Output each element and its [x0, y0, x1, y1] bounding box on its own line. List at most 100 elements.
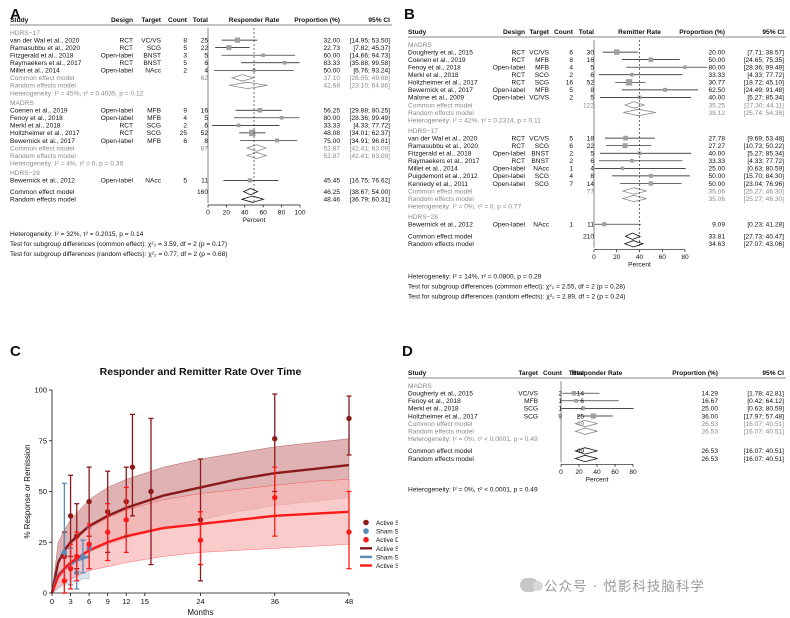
study-ci: [16.75; 76.62] [350, 178, 390, 185]
study-total: 6 [590, 72, 594, 79]
data-point [346, 529, 352, 535]
study-design: Open-label [493, 95, 526, 102]
study-total: 8 [590, 173, 594, 180]
x-tick-label: 6 [87, 597, 91, 606]
y-tick-label: 100 [34, 386, 47, 395]
data-point [123, 517, 129, 523]
study-proportion: 16.67 [701, 398, 718, 405]
header-ci: 95% CI [368, 17, 390, 24]
study-count: 2 [183, 68, 187, 75]
study-count: 5 [183, 45, 187, 52]
footer-note: Heterogeneity: I² = 32%, τ² = 0.2015, p … [10, 231, 144, 238]
study-ci: [15.70; 84.30] [744, 173, 784, 180]
overall-common-model-ci: [27.73; 40.47] [744, 234, 784, 241]
time-course-chart-svg: Responder and Remitter Rate Over Time % R… [23, 366, 398, 617]
subgroup-random-model-ci: [25.74; 54.36] [744, 110, 784, 117]
legend-marker [363, 519, 369, 526]
subgroup-random-model-ci: [25.27; 46.30] [744, 196, 784, 203]
study-proportion: 33.33 [323, 123, 340, 130]
study-count: 8 [569, 57, 573, 64]
study-total: 6 [590, 158, 594, 165]
study-total: 8 [590, 87, 594, 94]
study-target: SCG [524, 406, 538, 413]
overall-random-model-proportion: 48.46 [323, 197, 340, 204]
study-proportion: 40.00 [708, 95, 725, 102]
overall-common-model-ci: [16.07; 40.51] [744, 448, 784, 455]
study-effect-box [648, 173, 653, 178]
study-proportion: 32.00 [323, 37, 340, 44]
study-design: Open-label [493, 87, 526, 94]
subgroup-common-model-total: 62 [201, 75, 209, 82]
subgroup-random-model-label: Random effects model [408, 110, 474, 117]
study-effect-box [275, 138, 279, 143]
study-target: NAcc [533, 166, 549, 173]
header-effect: Responder Rate [572, 370, 623, 377]
subgroup-heterogeneity: Heterogeneity: I² = 45%, τ² = 0.4035, p … [10, 90, 144, 97]
study-effect-box [648, 181, 654, 186]
header-study: Study [408, 29, 427, 36]
study-count: 2 [558, 391, 562, 398]
study-effect-box [648, 57, 654, 62]
overall-common-model-total: 210 [583, 234, 594, 241]
study-target: NAcc [145, 178, 161, 185]
study-effect-box [282, 60, 287, 65]
study-target: BNST [143, 53, 161, 60]
study-effect-box [630, 158, 634, 163]
header-proportion: Proportion (%) [672, 370, 718, 377]
study-target: VC/VS [529, 49, 549, 56]
study-proportion: 50.00 [708, 173, 725, 180]
study-count: 4 [569, 65, 573, 72]
subgroup-common-model-total: 49 [577, 421, 585, 428]
subgroup-random-model-diamond [574, 427, 598, 435]
study-total: 25 [577, 413, 585, 420]
legend-label: Active DBS Remission (Mean ± SD) [376, 537, 398, 544]
study-ci: [34.01; 62.37] [350, 130, 390, 137]
x-tick-label: 60 [260, 209, 268, 216]
x-tick-label: 60 [659, 254, 667, 261]
study-name: Raymaekers et al., 2017 [10, 60, 82, 67]
study-effect-box [226, 45, 232, 51]
study-ci: [18.72; 45.10] [744, 80, 784, 87]
data-point [86, 541, 92, 547]
study-effect-box [571, 390, 577, 396]
study-proportion: 9.09 [712, 222, 725, 229]
subgroup-random-model-diamond [245, 151, 268, 160]
subgroup-random-model-diamond [229, 81, 268, 90]
subgroup-random-model-proportion: 42.68 [323, 83, 340, 90]
header-effect: Remitter Rate [618, 29, 661, 36]
study-ci: [23.04; 76.96] [744, 181, 784, 188]
subgroup-random-model-label: Random effects model [10, 83, 76, 90]
study-target: MFB [147, 138, 162, 145]
panel-label-c: C [10, 343, 21, 360]
x-tick-label: 0 [592, 254, 596, 261]
study-name: Holtzheimer et al., 2017 [408, 80, 478, 87]
data-point [61, 578, 68, 584]
study-ci: [6.76; 93.24] [353, 68, 390, 75]
study-ci: [7.82; 45.37] [353, 45, 390, 52]
overall-random-model-ci: [36.79; 60.31] [350, 197, 390, 204]
overall-random-model-ci: [27.07; 43.06] [744, 241, 784, 248]
study-count: 1 [569, 222, 573, 229]
study-target: NAcc [533, 222, 549, 229]
study-design: RCT [119, 60, 133, 67]
subgroup-common-model-ci: [26.05; 49.68] [350, 75, 390, 82]
study-count: 4 [569, 173, 573, 180]
study-count: 4 [183, 115, 187, 122]
study-effect-box [574, 398, 578, 403]
study-ci: [0.63; 80.59] [747, 166, 784, 173]
overall-random-model-label: Random effects model [408, 456, 474, 463]
y-tick-label: 0 [43, 589, 47, 598]
subgroup-common-model-ci: [16.07; 40.51] [744, 421, 784, 428]
study-design: Open-label [493, 222, 526, 229]
y-tick-label: 75 [39, 436, 47, 445]
forest-plot-a-svg: Study Design Target Count Total Responder Rat… [10, 17, 392, 258]
study-total: 14 [587, 181, 595, 188]
group-title: MADRS [408, 383, 432, 390]
study-design: RCT [511, 135, 525, 142]
x-tick-label: 80 [278, 209, 286, 216]
study-total: 11 [587, 222, 594, 229]
study-count: 2 [183, 123, 187, 130]
footer-note: Test for subgroup differences (random ef… [408, 294, 625, 301]
y-tick-label: 50 [39, 487, 47, 496]
